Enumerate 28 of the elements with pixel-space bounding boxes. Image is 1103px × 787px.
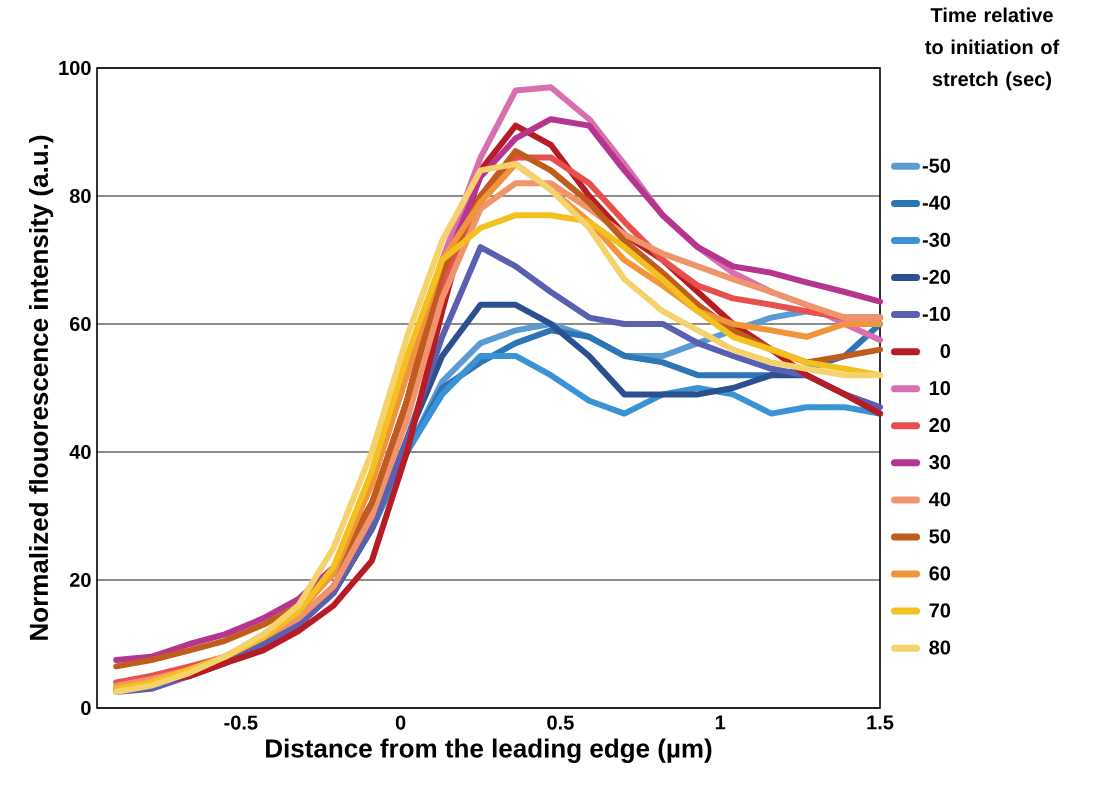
x-tick-label: 1 (715, 715, 726, 730)
legend-label: -30 (922, 232, 951, 247)
legend-label: 50 (929, 529, 951, 544)
legend-label: 20 (929, 418, 951, 433)
y-tick-label: 100 (59, 60, 91, 76)
legend-label: 10 (929, 380, 951, 396)
legend-label: -50 (922, 158, 951, 173)
legend-label: 80 (929, 640, 951, 655)
y-tick-label: 20 (69, 572, 91, 588)
legend-label: -40 (922, 195, 951, 210)
x-axis-title: Distance from the leading edge (µm) (266, 738, 712, 763)
legend-label: 70 (929, 603, 951, 618)
x-tick-label: 1.5 (867, 715, 894, 730)
legend-label: 0 (940, 343, 951, 359)
x-tick-label: -0.5 (224, 715, 258, 730)
y-axis-title: Normalized flouorescence intensity (a.u.) (29, 135, 54, 640)
legend-title: Time relative to initiation of stretch (sec) (925, 7, 1060, 91)
y-tick-label: 0 (81, 700, 91, 716)
legend-label: -10 (922, 306, 951, 321)
legend-label: 60 (929, 566, 951, 581)
y-tick-label: 80 (69, 188, 91, 204)
legend-label: 30 (929, 455, 951, 470)
legend-label: -20 (922, 269, 951, 284)
legend-label: 40 (928, 492, 951, 507)
y-tick-label: 40 (69, 444, 91, 460)
x-tick-label: 0 (395, 715, 406, 730)
x-tick-label: 0.5 (547, 715, 574, 730)
y-tick-label: 60 (69, 316, 91, 332)
